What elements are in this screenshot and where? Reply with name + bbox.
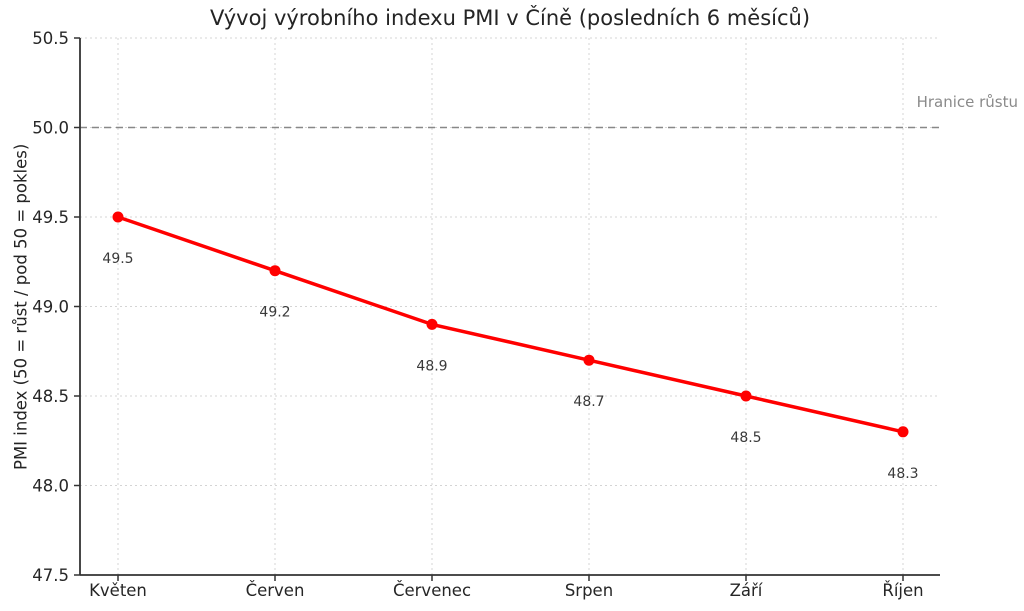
y-tick-label: 50.5 [32,29,69,48]
y-tick-label: 48.0 [32,477,69,496]
data-point-label: 48.7 [573,394,604,410]
x-tick-label: Červen [246,581,305,600]
data-point-label: 49.2 [259,305,290,321]
y-tick-label: 49.0 [32,298,69,317]
threshold-annotation-label: Hranice růstu [916,93,1018,111]
data-point-marker [426,318,438,330]
x-tick-label: Červenec [393,581,471,600]
y-tick-label: 50.0 [32,119,69,138]
y-tick-label: 47.5 [32,566,69,585]
data-point-marker [112,211,124,223]
x-tick-label: Září [730,581,764,600]
pmi-series-line [116,215,905,434]
data-point-label: 48.9 [416,358,447,374]
x-tick-label: Květen [89,581,147,600]
data-point-label: 48.5 [730,430,761,446]
data-point-label: 48.3 [887,466,918,482]
data-point-marker [269,265,281,277]
data-point-marker [740,390,752,402]
y-tick-label: 48.5 [32,387,69,406]
data-point-label: 49.5 [102,251,133,267]
data-point-marker [897,426,909,438]
x-tick-label: Srpen [565,581,613,600]
x-tick-label: Říjen [882,581,923,600]
y-tick-label: 49.5 [32,208,69,227]
data-point-marker [583,354,595,366]
chart-title: Vývoj výrobního indexu PMI v Číně (posle… [209,6,811,30]
